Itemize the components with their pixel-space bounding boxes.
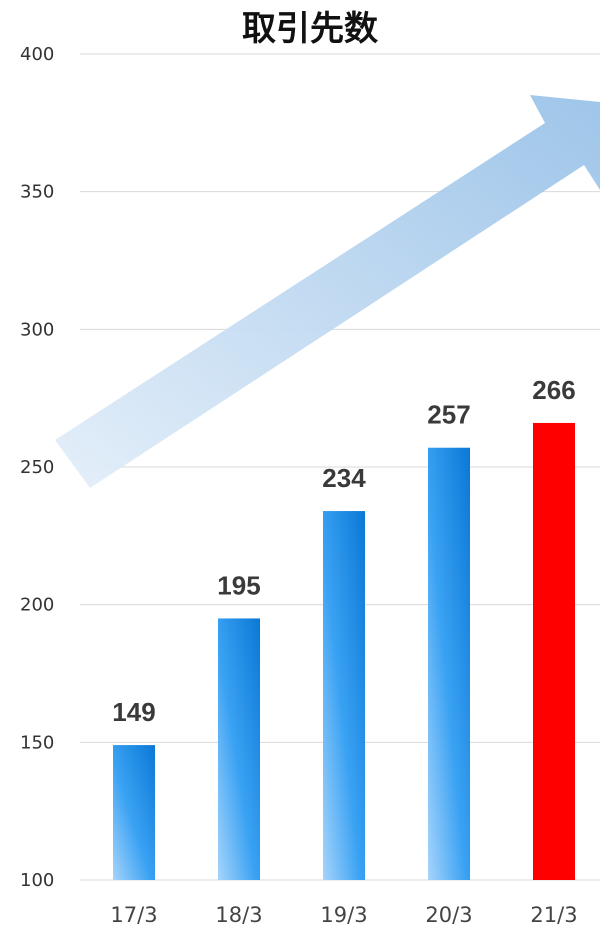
bars [113, 422, 575, 880]
x-tick-label: 19/3 [320, 903, 367, 927]
chart-title: 取引先数 [242, 9, 378, 49]
x-tick-label: 20/3 [425, 903, 472, 927]
value-label: 149 [112, 697, 155, 727]
bar-21-3 [533, 422, 575, 880]
y-axis-ticks: 100 150 200 250 300 350 400 [20, 44, 54, 891]
bar-20-3 [428, 447, 470, 880]
x-axis-ticks: 17/3 18/3 19/3 20/3 21/3 [110, 903, 577, 927]
y-tick-label: 150 [20, 732, 54, 753]
value-labels: 149 195 234 257 266 [112, 375, 575, 727]
y-tick-label: 200 [20, 595, 54, 616]
x-tick-label: 18/3 [215, 903, 262, 927]
bar-19-3 [323, 511, 365, 880]
value-label: 234 [322, 463, 366, 493]
y-tick-label: 100 [20, 870, 54, 891]
bar-18-3 [218, 618, 260, 880]
y-tick-label: 300 [20, 319, 54, 340]
y-tick-label: 350 [20, 182, 54, 203]
value-label: 257 [427, 400, 470, 430]
y-tick-label: 400 [20, 44, 54, 65]
bar-17-3 [113, 745, 155, 880]
growth-arrow [55, 95, 600, 488]
value-label: 266 [532, 375, 575, 405]
y-tick-label: 250 [20, 457, 54, 478]
x-tick-label: 17/3 [110, 903, 157, 927]
value-label: 195 [217, 570, 260, 600]
x-tick-label: 21/3 [530, 903, 577, 927]
